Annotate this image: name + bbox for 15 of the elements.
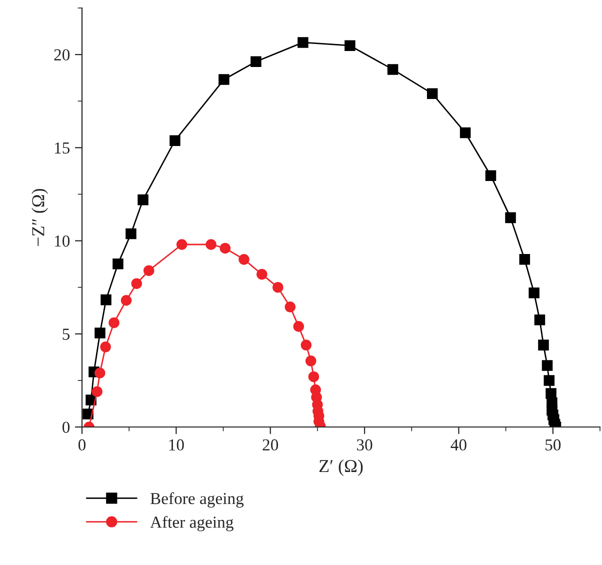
y-tick-label: 15 [54,142,70,154]
x-tick-label: 30 [357,439,372,451]
x-tick-label: 40 [450,439,466,451]
x-tick-label: 0 [78,439,86,451]
y-tick-label: 20 [54,49,70,60]
legend-label: Before ageing [150,492,244,508]
y-tick-label: 0 [62,422,70,433]
x-tick-label: 10 [169,439,184,451]
y-tick-label: 5 [62,328,70,340]
x-axis-title: Z′ (Ω) [319,459,363,476]
y-axis-title: −Z″ (Ω) [32,188,48,246]
x-tick-label: 50 [546,439,561,451]
x-tick-label: 20 [262,439,278,451]
y-tick-label: 10 [54,235,70,247]
legend-label: After ageing [150,516,234,532]
